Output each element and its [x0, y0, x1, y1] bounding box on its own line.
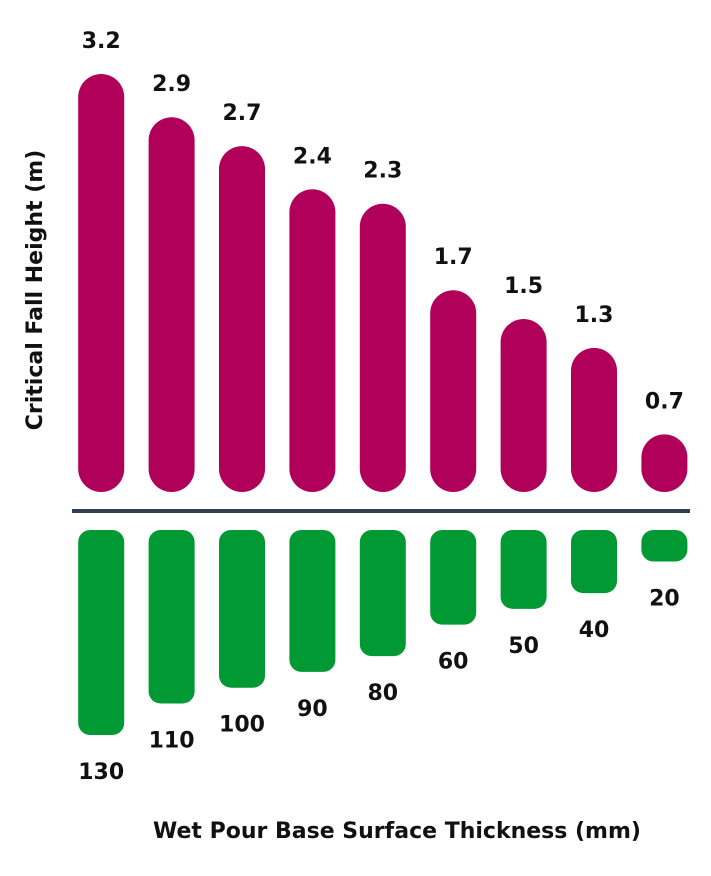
- top-bar: [571, 347, 617, 492]
- bottom-value-label: 90: [297, 697, 328, 722]
- top-value-label: 1.3: [575, 303, 614, 328]
- bottom-bar: [148, 530, 195, 704]
- top-value-label: 2.9: [152, 72, 191, 97]
- bottom-bar: [500, 530, 547, 609]
- bottom-value-label: 130: [78, 760, 124, 785]
- bottom-value-label: 110: [149, 728, 195, 753]
- top-bar: [148, 117, 195, 492]
- bottom-value-label: 20: [649, 587, 680, 612]
- top-bar: [500, 319, 547, 492]
- top-bar: [641, 434, 688, 492]
- top-value-label: 2.3: [363, 159, 402, 184]
- top-bar: [78, 74, 125, 492]
- top-value-label: 2.4: [293, 144, 332, 169]
- bottom-bar: [78, 530, 125, 735]
- bottom-bar: [430, 530, 477, 625]
- top-value-label: 0.7: [645, 389, 684, 414]
- bottom-bar: [219, 530, 265, 688]
- bottom-value-label: 40: [579, 618, 610, 643]
- y-axis-label: Critical Fall Height (m): [23, 150, 48, 431]
- bottom-value-label: 50: [508, 634, 539, 659]
- x-axis-label: Wet Pour Base Surface Thickness (mm): [153, 819, 641, 844]
- top-bar: [359, 203, 406, 493]
- top-bar: [289, 189, 336, 492]
- bottom-value-label: 100: [219, 713, 265, 738]
- top-value-label: 3.2: [82, 29, 121, 54]
- bottom-bar: [641, 530, 688, 562]
- bottom-bar: [289, 530, 336, 672]
- top-bar: [219, 146, 265, 492]
- bottom-bar: [359, 530, 406, 657]
- top-value-label: 1.7: [434, 245, 473, 270]
- bottom-bar: [571, 530, 617, 594]
- bottom-value-label: 80: [367, 681, 398, 706]
- top-value-label: 1.5: [504, 274, 543, 299]
- bottom-value-label: 60: [438, 650, 469, 675]
- top-bar: [430, 290, 477, 492]
- top-value-label: 2.7: [223, 101, 262, 126]
